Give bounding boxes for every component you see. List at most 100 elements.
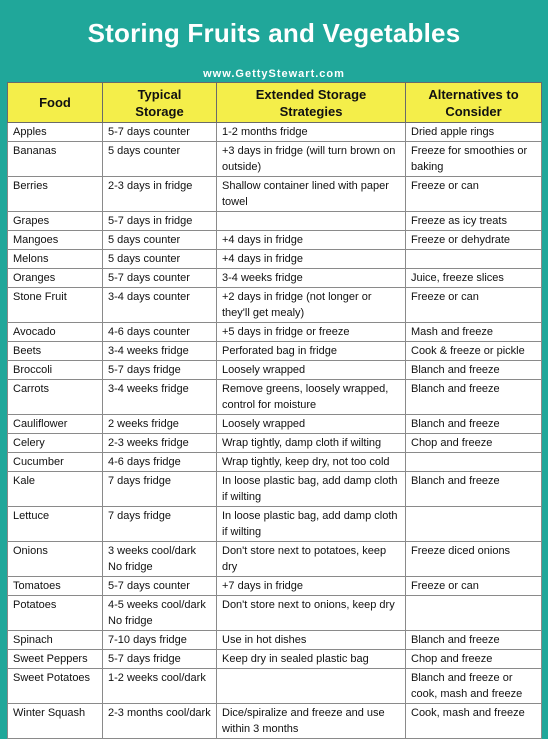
- extended-storage-cell: Perforated bag in fridge: [216, 341, 406, 361]
- typical-storage-cell: 5 days counter: [102, 141, 217, 177]
- table-row: Celery 2-3 weeks fridge Wrap tightly, damp…: [7, 433, 542, 453]
- page-title: Storing Fruits and Vegetables: [87, 18, 461, 48]
- typical-storage-cell: 4-6 days fridge: [102, 452, 217, 472]
- extended-storage-cell: +2 days in fridge (not longer or they'll…: [216, 287, 406, 323]
- alternatives-cell: [405, 506, 542, 542]
- extended-storage-cell: In loose plastic bag, add damp cloth if …: [216, 506, 406, 542]
- food-cell: Spinach: [7, 630, 103, 650]
- column-header-alternatives: Alternatives to Consider: [405, 82, 542, 123]
- typical-storage-cell: 3-4 days counter: [102, 287, 217, 323]
- alternatives-cell: Freeze or can: [405, 287, 542, 323]
- food-cell: Oranges: [7, 268, 103, 288]
- food-cell: Lettuce: [7, 506, 103, 542]
- typical-storage-cell: 3-4 weeks fridge: [102, 379, 217, 415]
- food-cell: Mangoes: [7, 230, 103, 250]
- storage-table: Food Typical Storage Extended Storage St…: [7, 82, 542, 739]
- table-row: Beets 3-4 weeks fridge Perforated bag in f…: [7, 341, 542, 361]
- food-cell: Beets: [7, 341, 103, 361]
- table-row: Onions 3 weeks cool/dark No fridge Don't s…: [7, 541, 542, 577]
- table-row: Berries 2-3 days in fridge Shallow contain…: [7, 176, 542, 212]
- extended-storage-cell: Don't store next to potatoes, keep dry: [216, 541, 406, 577]
- alternatives-cell: Freeze as icy treats: [405, 211, 542, 231]
- food-cell: Celery: [7, 433, 103, 453]
- extended-storage-cell: +3 days in fridge (will turn brown on ou…: [216, 141, 406, 177]
- typical-storage-cell: 4-6 days counter: [102, 322, 217, 342]
- typical-storage-cell: 5-7 days counter: [102, 268, 217, 288]
- extended-storage-cell: Loosely wrapped: [216, 360, 406, 380]
- extended-storage-cell: Keep dry in sealed plastic bag: [216, 649, 406, 669]
- alternatives-cell: Blanch and freeze: [405, 414, 542, 434]
- table-row: Potatoes 4-5 weeks cool/dark No fridge Don…: [7, 595, 542, 631]
- extended-storage-cell: +4 days in fridge: [216, 230, 406, 250]
- typical-storage-cell: 7 days fridge: [102, 506, 217, 542]
- extended-storage-cell: [216, 668, 406, 704]
- table-row: Broccoli 5-7 days fridge Loosely wrapped Bl…: [7, 360, 542, 380]
- alternatives-cell: Chop and freeze: [405, 649, 542, 669]
- column-header-food: Food: [7, 82, 103, 123]
- alternatives-cell: Juice, freeze slices: [405, 268, 542, 288]
- food-cell: Avocado: [7, 322, 103, 342]
- extended-storage-cell: 1-2 months fridge: [216, 122, 406, 142]
- food-cell: Melons: [7, 249, 103, 269]
- food-cell: Bananas: [7, 141, 103, 177]
- food-cell: Cauliflower: [7, 414, 103, 434]
- food-cell: Winter Squash: [7, 703, 103, 739]
- food-cell: Berries: [7, 176, 103, 212]
- table-row: Bananas 5 days counter +3 days in fridge (…: [7, 141, 542, 177]
- table-row: Spinach 7-10 days fridge Use in hot dishes…: [7, 630, 542, 650]
- extended-storage-cell: Don't store next to onions, keep dry: [216, 595, 406, 631]
- typical-storage-cell: 5 days counter: [102, 249, 217, 269]
- table-row: Cucumber 4-6 days fridge Wrap tightly, kee…: [7, 452, 542, 472]
- typical-storage-cell: 4-5 weeks cool/dark No fridge: [102, 595, 217, 631]
- food-cell: Onions: [7, 541, 103, 577]
- table-row: Sweet Potatoes 1-2 weeks cool/dark Blanch …: [7, 668, 542, 704]
- alternatives-cell: Freeze for smoothies or baking: [405, 141, 542, 177]
- table-row: Cauliflower 2 weeks fridge Loosely wrapped…: [7, 414, 542, 434]
- extended-storage-cell: Shallow container lined with paper towel: [216, 176, 406, 212]
- alternatives-cell: Blanch and freeze: [405, 471, 542, 507]
- extended-storage-cell: Loosely wrapped: [216, 414, 406, 434]
- typical-storage-cell: 5 days counter: [102, 230, 217, 250]
- typical-storage-cell: 2 weeks fridge: [102, 414, 217, 434]
- table-row: Carrots 3-4 weeks fridge Remove greens, lo…: [7, 379, 542, 415]
- food-cell: Sweet Peppers: [7, 649, 103, 669]
- alternatives-cell: Mash and freeze: [405, 322, 542, 342]
- food-cell: Potatoes: [7, 595, 103, 631]
- extended-storage-cell: Dice/spiralize and freeze and use within…: [216, 703, 406, 739]
- table-row: Mangoes 5 days counter +4 days in fridge Fr…: [7, 230, 542, 250]
- alternatives-cell: Blanch and freeze: [405, 630, 542, 650]
- typical-storage-cell: 5-7 days fridge: [102, 360, 217, 380]
- table-row: Grapes 5-7 days in fridge Freeze as icy tr…: [7, 211, 542, 231]
- alternatives-cell: Chop and freeze: [405, 433, 542, 453]
- extended-storage-cell: +4 days in fridge: [216, 249, 406, 269]
- alternatives-cell: Blanch and freeze: [405, 360, 542, 380]
- alternatives-cell: Dried apple rings: [405, 122, 542, 142]
- typical-storage-cell: 5-7 days fridge: [102, 649, 217, 669]
- table-body: Apples 5-7 days counter 1-2 months fridge D…: [7, 122, 542, 739]
- extended-storage-cell: Use in hot dishes: [216, 630, 406, 650]
- typical-storage-cell: 5-7 days counter: [102, 576, 217, 596]
- extended-storage-cell: +7 days in fridge: [216, 576, 406, 596]
- extended-storage-cell: Remove greens, loosely wrapped, control …: [216, 379, 406, 415]
- typical-storage-cell: 2-3 weeks fridge: [102, 433, 217, 453]
- typical-storage-cell: 3 weeks cool/dark No fridge: [102, 541, 217, 577]
- food-cell: Carrots: [7, 379, 103, 415]
- extended-storage-cell: [216, 211, 406, 231]
- extended-storage-cell: 3-4 weeks fridge: [216, 268, 406, 288]
- alternatives-cell: Blanch and freeze or cook, mash and free…: [405, 668, 542, 704]
- food-cell: Stone Fruit: [7, 287, 103, 323]
- extended-storage-cell: +5 days in fridge or freeze: [216, 322, 406, 342]
- typical-storage-cell: 2-3 days in fridge: [102, 176, 217, 212]
- typical-storage-cell: 5-7 days counter: [102, 122, 217, 142]
- alternatives-cell: [405, 249, 542, 269]
- food-cell: Sweet Potatoes: [7, 668, 103, 704]
- table-row: Tomatoes 5-7 days counter +7 days in fridg…: [7, 576, 542, 596]
- alternatives-cell: Freeze or dehydrate: [405, 230, 542, 250]
- alternatives-cell: Freeze or can: [405, 576, 542, 596]
- typical-storage-cell: 7 days fridge: [102, 471, 217, 507]
- food-cell: Tomatoes: [7, 576, 103, 596]
- alternatives-cell: Blanch and freeze: [405, 379, 542, 415]
- alternatives-cell: [405, 452, 542, 472]
- table-row: Melons 5 days counter +4 days in fridge: [7, 249, 542, 269]
- page-frame: Storing Fruits and Vegetables www.GettyS…: [7, 18, 542, 739]
